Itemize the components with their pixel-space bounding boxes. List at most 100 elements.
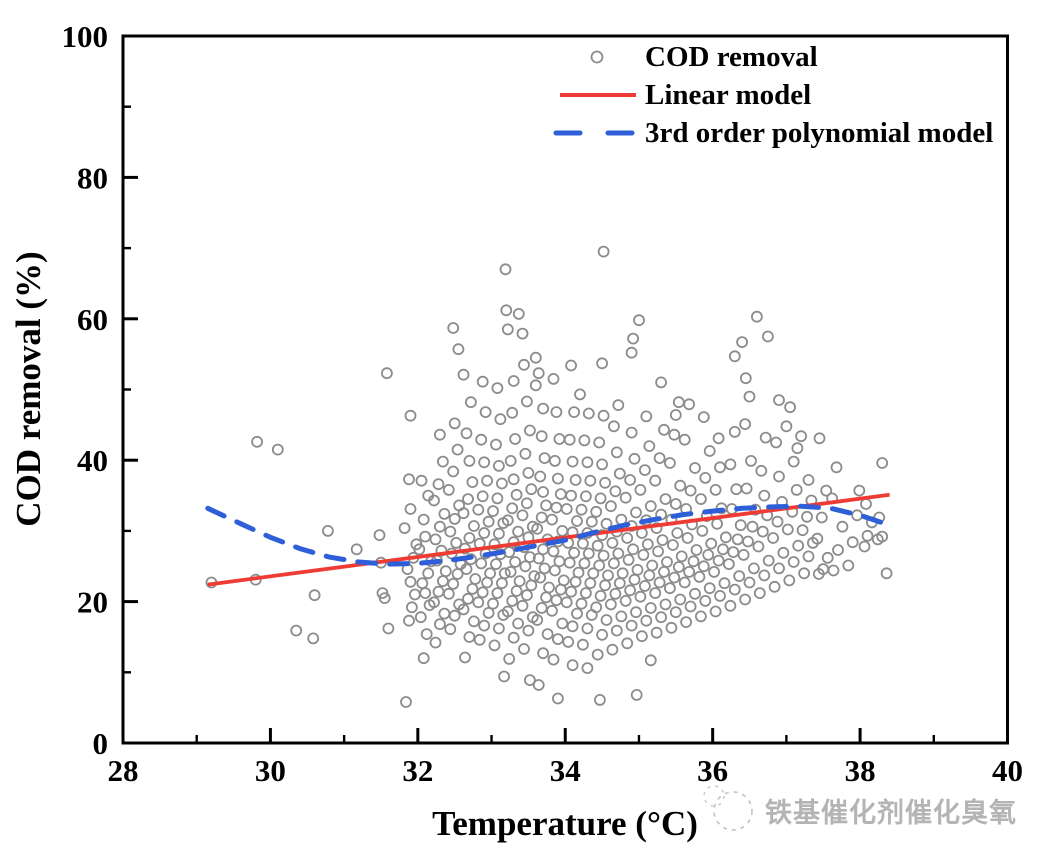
scatter-point (382, 622, 395, 635)
scatter-point (591, 539, 604, 552)
scatter-point (481, 474, 494, 487)
scatter-point (513, 575, 526, 587)
scatter-point (669, 498, 682, 510)
scatter-point (593, 559, 606, 572)
y-tick-label: 80 (77, 160, 108, 195)
scatter-point (730, 483, 743, 496)
scatter-point (580, 490, 592, 503)
watermark-logo-icon (713, 791, 753, 831)
scatter-point (575, 503, 588, 516)
scatter-point (403, 614, 415, 627)
scatter-point (491, 587, 504, 599)
x-tick-label: 38 (845, 753, 876, 788)
scatter-point (466, 476, 479, 489)
scatter-point (639, 580, 651, 592)
scatter-point (447, 578, 460, 590)
scatter-point (646, 559, 659, 572)
scatter-point (827, 564, 840, 577)
scatter-point (858, 540, 871, 553)
scatter-point (507, 473, 520, 486)
scatter-point (521, 589, 533, 602)
scatter-point (784, 401, 796, 414)
scatter-point (696, 525, 709, 537)
scatter-point (846, 536, 859, 549)
scatter-point (695, 610, 707, 623)
scatter-point (762, 330, 774, 343)
scatter-point (380, 367, 393, 380)
scatter-point (550, 501, 563, 514)
scatter-point (693, 571, 706, 583)
scatter-point (475, 557, 488, 570)
scatter-point (658, 566, 670, 578)
scatter-point (433, 618, 446, 631)
scatter-point (529, 379, 542, 392)
scatter-point (695, 493, 707, 506)
scatter-point (467, 520, 480, 532)
scatter-point (534, 571, 547, 584)
scatter-point (553, 555, 566, 568)
scatter-point (512, 307, 525, 320)
scatter-point (605, 598, 617, 611)
scatter-point (791, 442, 804, 455)
scatter-point (650, 522, 663, 534)
scatter-point (413, 543, 426, 556)
scatter-point (509, 556, 521, 568)
scatter-point (531, 522, 544, 535)
scatter-point (624, 474, 636, 486)
scatter-point (736, 336, 748, 349)
y-tick-label: 100 (62, 19, 109, 54)
scatter-point (668, 571, 681, 584)
scatter-point (473, 633, 486, 646)
scatter-point (853, 484, 866, 497)
scatter-point (876, 457, 889, 469)
scatter-point (422, 567, 435, 580)
scatter-point (507, 375, 520, 387)
scatter-point (581, 662, 594, 674)
scatter-point (644, 654, 657, 667)
scatter-point (703, 582, 716, 595)
scatter-point (373, 529, 386, 541)
scatter-point (433, 520, 446, 533)
scatter-point (491, 382, 504, 395)
scatter-point (417, 652, 430, 665)
scatter-point (581, 456, 594, 469)
scatter-point (532, 367, 545, 380)
scatter-point (562, 636, 575, 648)
scatter-point (746, 520, 759, 533)
legend-label-cod-removal: COD removal (645, 41, 818, 73)
scatter-point (773, 394, 785, 407)
scatter-point (504, 454, 517, 467)
scatter-point (499, 263, 512, 276)
scatter-point (636, 630, 648, 643)
scatter-point (552, 692, 564, 705)
scatter-point (600, 614, 613, 626)
scatter-point (408, 588, 421, 601)
scatter-point (712, 432, 725, 445)
scatter-point (582, 407, 595, 420)
scatter-point (414, 611, 427, 624)
legend-label-linear-model: Linear model (645, 79, 811, 111)
scatter-point (860, 498, 872, 510)
scatter-point (656, 534, 669, 546)
scatter-point (571, 607, 583, 620)
scatter-point (671, 527, 684, 539)
scatter-point (641, 538, 654, 551)
scatter-point (795, 430, 807, 443)
scatter-point (447, 322, 460, 334)
scatter-point (492, 527, 505, 540)
scatter-point (457, 507, 470, 520)
scatter-point (767, 532, 779, 544)
scatter-point (546, 604, 558, 617)
scatter-point (462, 493, 474, 506)
scatter-point (689, 587, 701, 600)
scatter-point (711, 517, 723, 530)
scatter-point (733, 570, 746, 582)
scatter-point (672, 396, 685, 409)
scatter-point (702, 549, 715, 561)
scatter-point (640, 410, 653, 423)
scatter-point (759, 431, 772, 444)
y-tick-label: 40 (77, 443, 108, 478)
scatter-point (678, 433, 691, 446)
scatter-point (478, 456, 491, 469)
linear-model-line (207, 492, 890, 587)
